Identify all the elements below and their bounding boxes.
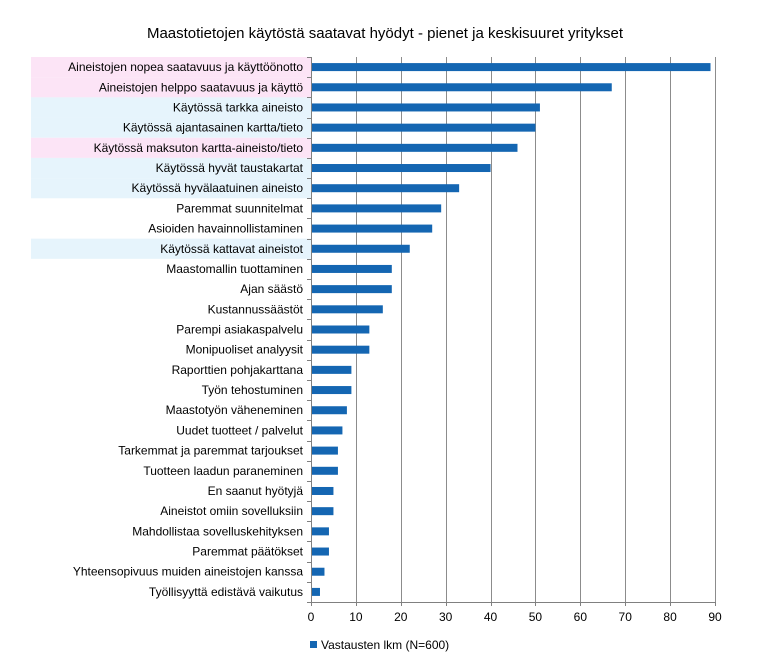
category-label: Monipuoliset analyysit [186, 343, 304, 357]
category-label: Käytössä hyvälaatuinen aineisto [132, 181, 304, 195]
bar [311, 587, 320, 596]
x-tick-label: 90 [708, 610, 722, 624]
bar [311, 264, 392, 273]
bar [311, 224, 433, 233]
bar [311, 446, 338, 455]
bar [311, 305, 383, 314]
x-tick-label: 30 [439, 610, 453, 624]
x-tick-label: 60 [574, 610, 588, 624]
label-highlight-blue [31, 178, 311, 199]
bar [311, 486, 334, 495]
bar [311, 184, 460, 193]
gridlines [356, 57, 716, 602]
bar [311, 83, 612, 92]
label-highlight-pink [31, 77, 311, 98]
bar [311, 507, 334, 516]
category-label: En saanut hyötyjä [208, 484, 304, 498]
category-label: Aineistojen helppo saatavuus ja käyttö [99, 80, 303, 94]
bar [311, 547, 329, 556]
label-highlight-blue [31, 97, 311, 118]
bar [311, 567, 325, 576]
category-label: Paremmat suunnitelmat [176, 201, 303, 215]
category-label: Tarkemmat ja paremmat tarjoukset [118, 444, 303, 458]
bar [311, 426, 343, 435]
category-label: Työllisyyttä edistävä vaikutus [149, 585, 303, 599]
bar [311, 325, 370, 334]
category-label: Käytössä kattavat aineistot [160, 242, 303, 256]
category-label: Kustannussäästöt [208, 302, 304, 316]
label-highlight-blue [31, 117, 311, 138]
label-highlight-pink [31, 137, 311, 158]
bar [311, 63, 711, 72]
category-label: Tuotteen laadun paraneminen [143, 464, 303, 478]
chart-title: Maastotietojen käytöstä saatavat hyödyt … [147, 25, 624, 42]
legend: Vastausten lkm (N=600) [310, 638, 449, 652]
category-label: Raporttien pohjakarttana [172, 363, 304, 377]
bar [311, 204, 442, 213]
label-highlight-blue [31, 157, 311, 179]
legend-swatch [310, 641, 317, 648]
x-tick-label: 70 [619, 610, 633, 624]
bars [311, 63, 711, 596]
category-label: Työn tehostuminen [202, 383, 303, 397]
x-tick-label: 0 [308, 610, 315, 624]
category-label: Maastotyön väheneminen [166, 403, 303, 417]
label-highlight-pink [31, 57, 311, 78]
axes [307, 57, 716, 606]
category-label: Parempi asiakaspalvelu [176, 323, 303, 337]
bar [311, 345, 370, 354]
bar [311, 527, 329, 536]
bar [311, 164, 491, 173]
category-label: Käytössä tarkka aineisto [173, 100, 303, 114]
bar [311, 103, 540, 112]
bar [311, 143, 518, 152]
bar [311, 406, 347, 415]
category-label: Asioiden havainnollistaminen [148, 222, 303, 236]
bar [311, 123, 536, 132]
category-label: Mahdollistaa sovelluskehityksen [132, 524, 303, 538]
bar [311, 386, 352, 395]
bar [311, 466, 338, 475]
x-tick-label: 80 [663, 610, 677, 624]
x-tick-label: 20 [394, 610, 408, 624]
x-tick-label: 50 [529, 610, 543, 624]
category-labels: Aineistojen nopea saatavuus ja käyttööno… [68, 60, 304, 599]
category-label: Käytössä ajantasainen kartta/tieto [123, 121, 303, 135]
category-label: Maastomallin tuottaminen [166, 262, 303, 276]
category-label: Uudet tuotteet / palvelut [176, 423, 303, 437]
label-highlight-blue [31, 238, 311, 259]
legend-label: Vastausten lkm (N=600) [321, 638, 449, 652]
category-label: Aineistot omiin sovelluksiin [160, 504, 303, 518]
x-tick-label: 10 [349, 610, 363, 624]
category-label: Yhteensopivuus muiden aineistojen kanssa [73, 565, 303, 579]
category-label: Ajan säästö [240, 282, 303, 296]
category-label: Käytössä maksuton kartta-aineisto/tieto [94, 141, 304, 155]
bar [311, 285, 392, 294]
bar [311, 365, 352, 374]
x-tick-label: 40 [484, 610, 498, 624]
category-label: Aineistojen nopea saatavuus ja käyttööno… [68, 60, 303, 74]
category-label: Paremmat päätökset [192, 545, 303, 559]
category-label: Käytössä hyvät taustakartat [156, 161, 304, 175]
label-highlights [31, 57, 311, 259]
bar [311, 244, 410, 253]
x-tick-labels: 0 10 20 30 40 50 60 70 80 90 [308, 610, 722, 624]
